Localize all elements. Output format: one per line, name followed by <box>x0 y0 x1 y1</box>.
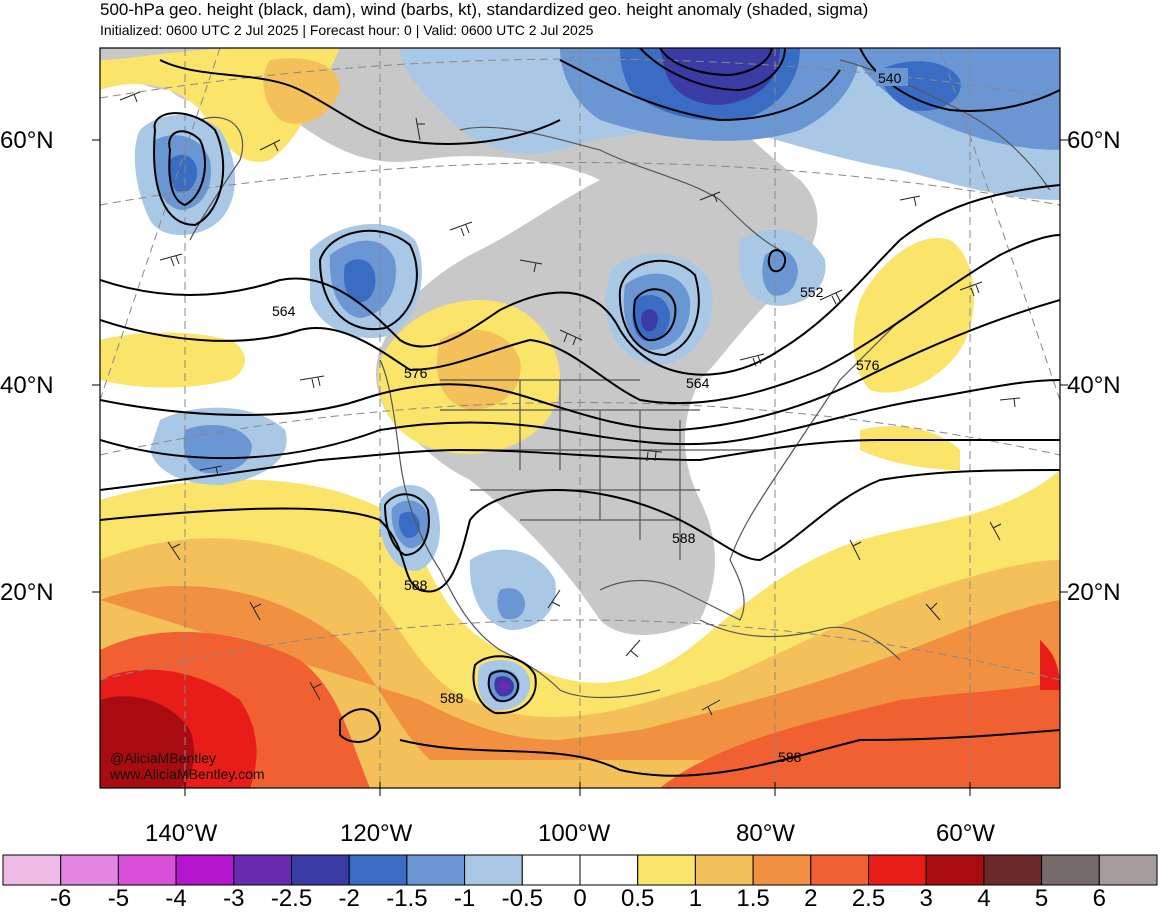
height-contours <box>100 48 1060 777</box>
colorbar-tick-label: 2.5 <box>851 885 886 912</box>
colorbar-tick-label: 6 <box>1092 885 1106 912</box>
colorbar-swatch <box>348 854 408 886</box>
colorbar-swatch <box>406 854 466 886</box>
colorbar-tick-label: 0.5 <box>621 885 655 912</box>
contour-label: 576 <box>404 365 428 381</box>
colorbar-tick-label: -1 <box>453 885 476 912</box>
contour-label: 564 <box>272 303 296 319</box>
contour-label: 588 <box>778 749 802 765</box>
lat-label-right: 60°N <box>1067 127 1121 154</box>
colorbar-swatch <box>983 854 1043 886</box>
colorbar-tick-label: -0.5 <box>501 885 543 912</box>
colorbar-swatch <box>752 854 812 886</box>
lon-label: 80°W <box>736 820 795 847</box>
contour-label: 564 <box>686 375 710 391</box>
colorbar-swatch <box>694 854 754 886</box>
contour-label: 588 <box>672 530 696 546</box>
colorbar-tick-label: -2 <box>338 885 360 912</box>
colorbar-tick-label: 1.5 <box>736 885 770 912</box>
outer-ticks <box>92 139 1068 796</box>
graticule <box>100 48 1060 788</box>
contour-label: 588 <box>404 577 428 593</box>
colorbar-swatch <box>637 854 696 886</box>
lat-label-right: 20°N <box>1067 579 1121 606</box>
colorbar-tick-label: 5 <box>1034 885 1049 912</box>
contour-label: 588 <box>440 690 464 706</box>
colorbar-swatch <box>868 854 927 886</box>
map-title: 500-hPa geo. height (black, dam), wind (… <box>100 0 869 19</box>
colorbar-swatch <box>1098 854 1158 886</box>
colorbar-swatch <box>60 854 119 886</box>
colorbar-tick-label: -5 <box>107 885 130 912</box>
credit-handle: @AliciaMBentley <box>110 750 217 766</box>
colorbar-tick-label: -6 <box>50 885 72 912</box>
colorbar-swatch <box>464 854 523 886</box>
lat-label-left: 40°N <box>0 372 54 399</box>
colorbar-tick-label: -3 <box>223 885 245 912</box>
colorbar-swatch <box>579 854 639 886</box>
colorbar-swatch <box>2 854 62 886</box>
contour-label: 552 <box>800 284 824 300</box>
lat-label-left: 20°N <box>0 579 54 606</box>
colorbar-tick-label: 4 <box>977 885 991 912</box>
colorbar-swatch <box>117 854 177 886</box>
contour-label: 576 <box>856 357 880 373</box>
colorbar-swatch <box>175 854 235 886</box>
lon-label: 100°W <box>538 820 611 847</box>
colorbar <box>2 854 1158 886</box>
colorbar-swatch <box>1041 854 1100 886</box>
anomaly-shading <box>100 48 1060 788</box>
lat-label-left: 60°N <box>0 127 54 154</box>
contour-label-group: 540 552 564 564 576 576 588 588 588 588 <box>272 68 908 765</box>
map-subtitle: Initialized: 0600 UTC 2 Jul 2025 | Forec… <box>100 22 594 38</box>
colorbar-swatch <box>291 854 350 886</box>
colorbar-tick-label: -1.5 <box>386 885 428 912</box>
coastlines <box>189 59 1051 699</box>
colorbar-swatch <box>925 854 985 886</box>
credit-url: www.AliciaMBentley.com <box>110 766 265 782</box>
colorbar-tick-label: -2.5 <box>270 885 313 912</box>
lon-label: 120°W <box>340 820 413 847</box>
lat-label-right: 40°N <box>1067 372 1121 399</box>
lon-label: 60°W <box>936 820 995 847</box>
frame-ticks <box>184 782 971 788</box>
colorbar-tick-label: -4 <box>165 885 187 912</box>
colorbar-swatch <box>233 854 293 886</box>
contour-label: 540 <box>878 70 902 86</box>
colorbar-tick-label: 0 <box>573 885 587 912</box>
colorbar-tick-label: 1 <box>688 885 703 912</box>
colorbar-swatch <box>521 854 581 886</box>
colorbar-tick-label: 2 <box>804 885 818 912</box>
colorbar-tick-label: 3 <box>919 885 933 912</box>
colorbar-swatch <box>810 854 869 886</box>
lon-label: 140°W <box>145 820 218 847</box>
wind-barbs <box>119 91 1021 716</box>
